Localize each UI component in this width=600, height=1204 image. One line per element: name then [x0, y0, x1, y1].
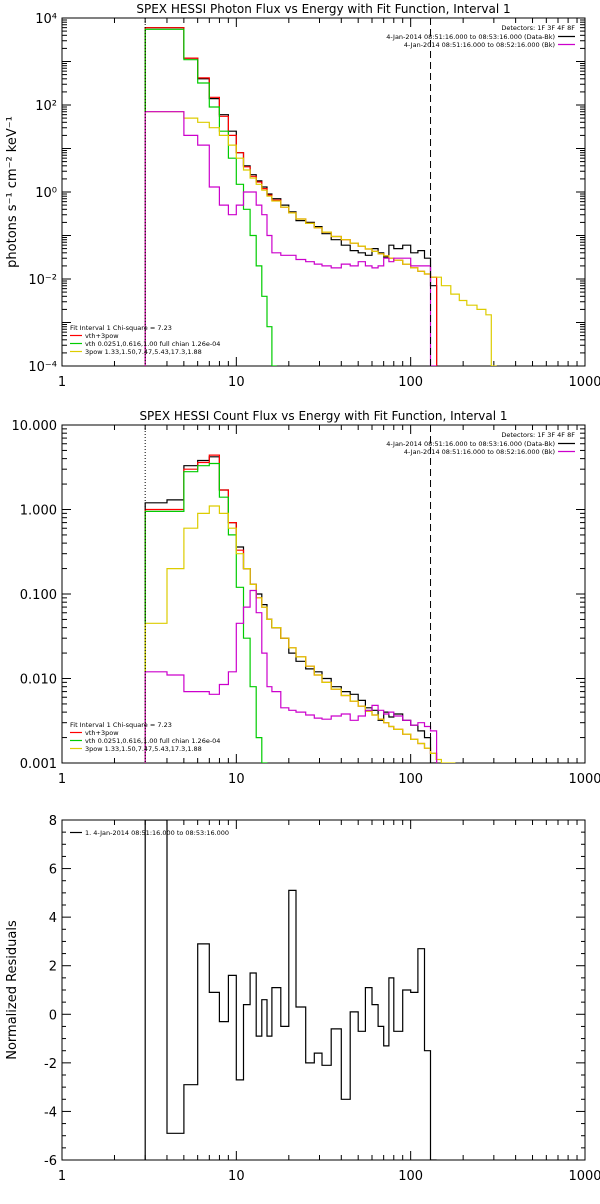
legend-entry-text: 1. 4-Jan-2014 08:51:16.000 to 08:53:16.0… [85, 829, 229, 837]
legend-heading: Fit Interval 1 Chi-square = 7.23 [70, 324, 172, 332]
y-tick-label: 4 [49, 911, 57, 926]
legend-heading: Fit Interval 1 Chi-square = 7.23 [70, 721, 172, 729]
series-line-2 [145, 28, 436, 366]
y-tick-label: -2 [44, 1057, 57, 1072]
y-tick-label: 0.010 [20, 673, 57, 688]
y-tick-label: -4 [44, 1105, 57, 1120]
legend-top-right: Detectors: 1F 3F 4F 8F4-Jan-2014 08:51:1… [386, 24, 575, 49]
series-line-1 [145, 820, 436, 1160]
legend-bottom-left: Fit Interval 1 Chi-square = 7.23vth+3pow… [70, 721, 220, 753]
x-tick-label: 10 [228, 375, 245, 390]
x-tick-label: 10 [228, 772, 245, 787]
x-tick-label: 100 [398, 375, 423, 390]
x-tick-label: 1000 [568, 1169, 600, 1184]
series-line-4 [145, 506, 455, 763]
x-tick-label: 1 [58, 1169, 66, 1184]
chart-title: SPEX HESSI Count Flux vs Energy with Fit… [139, 409, 507, 423]
chart-panel-3: 1 10 100 1000 -6 -4 -2 0 2 4 6 8 Normalized Residual… [5, 814, 600, 1184]
series-group [145, 455, 455, 763]
series-group [145, 820, 436, 1160]
legend-entry-text: 4-Jan-2014 08:51:16.000 to 08:53:16.000 … [386, 33, 555, 41]
y-tick-label: 8 [49, 814, 57, 829]
legend-entry-text: 4-Jan-2014 08:51:16.000 to 08:52:16.000 … [404, 41, 555, 49]
x-tick-label: 1 [58, 772, 66, 787]
plot-frame [62, 425, 585, 763]
y-tick-label: 10⁻⁴ [28, 360, 57, 375]
y-axis-label: Normalized Residuals [5, 920, 20, 1060]
legend-top-right: Detectors: 1F 3F 4F 8F4-Jan-2014 08:51:1… [386, 431, 575, 456]
legend-entry-text: 4-Jan-2014 08:51:16.000 to 08:52:16.000 … [404, 448, 555, 456]
legend-heading: Detectors: 1F 3F 4F 8F [501, 431, 575, 439]
y-tick-label: 10² [35, 99, 57, 114]
legend-entry-text: 3pow 1.33,1.50,7.47,5.43,17.3,1.88 [85, 745, 202, 753]
series-line-4 [145, 112, 497, 366]
y-tick-label: 6 [49, 863, 57, 878]
x-tick-label: 100 [398, 1169, 423, 1184]
y-tick-label: 10.000 [12, 419, 58, 434]
y-tick-label: 10⁰ [35, 186, 57, 201]
legend-entry-text: vth+3pow [85, 729, 119, 737]
x-tick-label: 10 [228, 1169, 245, 1184]
y-tick-label: 10⁴ [35, 12, 57, 27]
plot-frame [62, 18, 585, 366]
series-group [145, 28, 497, 366]
legend-entry-text: vth 0.0251,0.616,1.00 full chian 1.26e-0… [85, 340, 220, 348]
y-tick-label: -6 [44, 1154, 57, 1169]
x-tick-label: 100 [398, 772, 423, 787]
x-tick-label: 1000 [568, 772, 600, 787]
y-tick-label: 0.100 [20, 588, 57, 603]
legend-bottom-left: Fit Interval 1 Chi-square = 7.23vth+3pow… [70, 324, 220, 356]
legend-entry-text: vth+3pow [85, 332, 119, 340]
x-tick-label: 1 [58, 375, 66, 390]
series-line-5 [145, 112, 436, 366]
chart-title: SPEX HESSI Photon Flux vs Energy with Fi… [136, 2, 510, 16]
y-tick-label: 0.001 [20, 757, 57, 772]
legend-top-left: 1. 4-Jan-2014 08:51:16.000 to 08:53:16.0… [70, 829, 229, 837]
legend-entry-text: vth 0.0251,0.616,1.00 full chian 1.26e-0… [85, 737, 220, 745]
legend-heading: Detectors: 1F 3F 4F 8F [501, 24, 575, 32]
plot-frame [62, 820, 585, 1160]
series-line-3 [145, 29, 277, 366]
series-line-1 [145, 457, 436, 763]
x-tick-label: 1000 [568, 375, 600, 390]
y-tick-label: 10⁻² [28, 273, 57, 288]
series-line-3 [145, 464, 267, 764]
y-tick-label: 1.000 [20, 504, 57, 519]
legend-entry-text: 3pow 1.33,1.50,7.47,5.43,17.3,1.88 [85, 348, 202, 356]
series-line-1 [145, 28, 436, 366]
y-tick-label: 2 [49, 960, 57, 975]
y-axis-label: photons s⁻¹ cm⁻² keV⁻¹ [5, 116, 20, 268]
y-tick-label: 0 [49, 1008, 57, 1023]
chart-panel-1: 1 10 100 1000 10⁻⁴ 10⁻² 10⁰ 10² 10⁴ SPEX HESSI Ph… [5, 2, 600, 390]
chart-panel-2: 1 10 100 1000 0.001 0.010 0.100 1.000 10.000 SPEX… [12, 409, 600, 787]
legend-entry-text: 4-Jan-2014 08:51:16.000 to 08:53:16.000 … [386, 440, 555, 448]
